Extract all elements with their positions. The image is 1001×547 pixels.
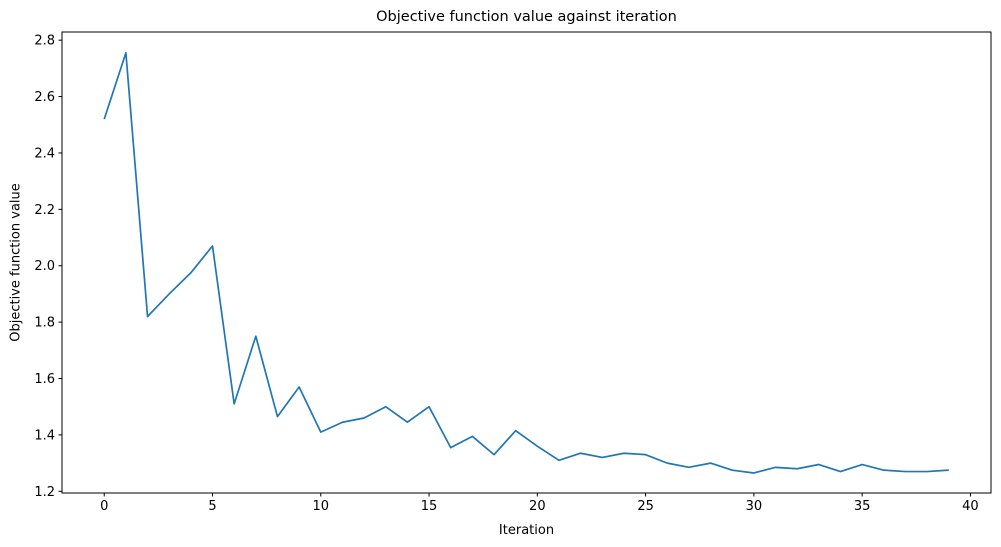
y-tick-label: 2.0 xyxy=(34,259,55,274)
x-tick-label: 15 xyxy=(421,499,438,514)
y-tick-label: 2.2 xyxy=(34,203,55,218)
y-tick-label: 2.6 xyxy=(34,90,55,105)
y-tick-label: 2.4 xyxy=(34,146,55,161)
x-tick-label: 20 xyxy=(529,499,546,514)
y-axis: 1.2 1.4 1.6 1.8 2.0 2.2 2.4 2.6 2.8 xyxy=(34,34,62,500)
x-tick-label: 5 xyxy=(208,499,216,514)
y-tick-label: 2.8 xyxy=(34,34,55,49)
y-tick-label: 1.4 xyxy=(34,428,55,443)
y-tick-label: 1.8 xyxy=(34,316,55,331)
objective-line xyxy=(103,52,949,474)
y-tick-label: 1.2 xyxy=(34,485,55,500)
x-axis-label: Iteration xyxy=(499,523,554,538)
plot-border xyxy=(61,31,992,494)
y-tick-label: 1.6 xyxy=(34,372,55,387)
x-tick-label: 30 xyxy=(746,499,763,514)
x-tick-label: 40 xyxy=(962,499,979,514)
x-axis: 0 5 10 15 20 25 30 35 40 xyxy=(100,493,979,514)
chart-title: Objective function value against iterati… xyxy=(376,9,677,25)
y-axis-label: Objective function value xyxy=(9,183,24,342)
x-tick-label: 10 xyxy=(313,499,330,514)
x-tick-label: 35 xyxy=(854,499,871,514)
x-tick-label: 0 xyxy=(100,499,108,514)
x-tick-label: 25 xyxy=(637,499,654,514)
